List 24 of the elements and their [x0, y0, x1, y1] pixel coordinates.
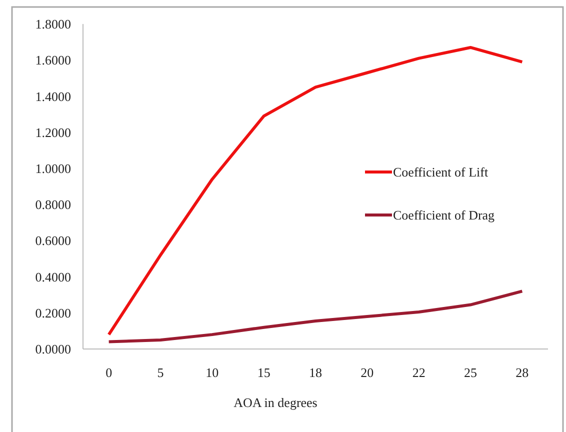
- y-tick-label: 1.4000: [35, 88, 71, 104]
- line-series: [107, 46, 524, 336]
- y-tick-label: 0.0000: [35, 342, 71, 357]
- x-tick-label: 0: [106, 365, 112, 380]
- y-tick-label: 0.4000: [35, 269, 71, 284]
- legend-label: Coefficient of Lift: [393, 164, 488, 180]
- legend-label: Coefficient of Drag: [393, 208, 496, 223]
- y-tick-label: 1.8000: [35, 16, 71, 32]
- y-tick-label: 1.0000: [35, 160, 71, 176]
- y-tick-label: 0.6000: [35, 233, 71, 248]
- x-tick-label: 5: [157, 365, 164, 380]
- x-tick-label: 10: [206, 365, 219, 380]
- x-tick-label: 20: [360, 365, 374, 380]
- y-tick-label: 0.8000: [35, 197, 71, 212]
- x-axis-title: AOA in degrees: [234, 395, 318, 410]
- y-tick-label: 1.6000: [35, 52, 71, 68]
- x-tick-label: 15: [257, 365, 270, 380]
- y-tick-label: 0.2000: [35, 305, 71, 320]
- x-tick-label: 25: [464, 365, 477, 380]
- y-tick-label: 1.2000: [35, 124, 71, 140]
- x-tick-label: 22: [412, 365, 426, 380]
- x-tick-label: 18: [309, 365, 322, 380]
- x-tick-label: 28: [516, 365, 529, 380]
- line-series: [107, 290, 524, 344]
